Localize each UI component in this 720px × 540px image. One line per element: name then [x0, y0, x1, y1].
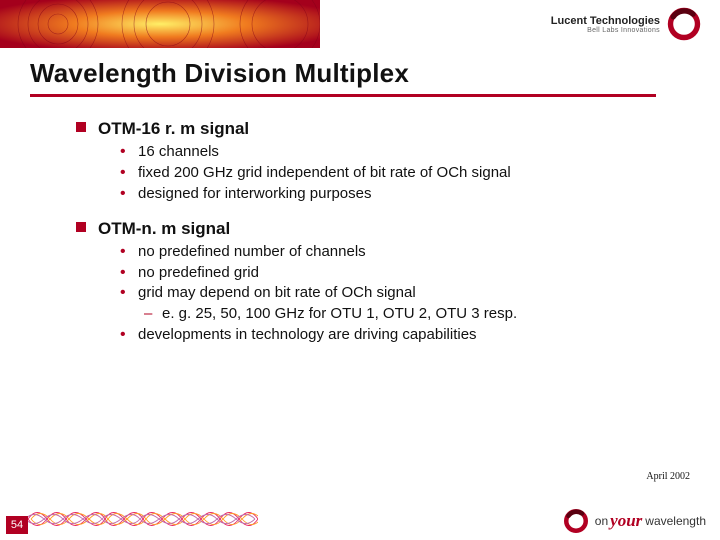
- bullet-item: no predefined grid: [98, 264, 676, 283]
- brand-suffix: wavelength: [645, 514, 706, 528]
- company-logo-text: Lucent Technologies Bell Labs Innovation…: [551, 15, 660, 34]
- bullet-item: developments in technology are driving c…: [98, 326, 676, 345]
- wavelength-graphic: [28, 504, 258, 534]
- bullet-item: fixed 200 GHz grid independent of bit ra…: [98, 164, 676, 183]
- content-area: OTM-16 r. m signal 16 channels fixed 200…: [76, 108, 676, 345]
- top-banner: Lucent Technologies Bell Labs Innovation…: [0, 0, 720, 48]
- ring-icon: [666, 6, 702, 42]
- bullet-item: designed for interworking purposes: [98, 185, 676, 204]
- company-tagline: Bell Labs Innovations: [551, 27, 660, 34]
- brand-prefix: on: [595, 514, 608, 528]
- sub-bullet-item: e. g. 25, 50, 100 GHz for OTU 1, OTU 2, …: [98, 305, 676, 324]
- banner-art: [0, 0, 320, 48]
- company-logo: Lucent Technologies Bell Labs Innovation…: [551, 6, 702, 42]
- section-heading: OTM-n. m signal: [76, 218, 676, 239]
- ring-icon: [561, 506, 591, 536]
- footer-date: April 2002: [646, 471, 690, 482]
- brand-emphasis: your: [610, 511, 642, 531]
- brand-tagline: on your wavelength: [561, 506, 706, 536]
- title-underline: [30, 94, 656, 97]
- company-name: Lucent Technologies: [551, 15, 660, 27]
- bullet-item: no predefined number of channels: [98, 243, 676, 262]
- bullet-item: grid may depend on bit rate of OCh signa…: [98, 284, 676, 303]
- bullet-item: 16 channels: [98, 143, 676, 162]
- slide-title: Wavelength Division Multiplex: [30, 58, 409, 89]
- section-heading: OTM-16 r. m signal: [76, 118, 676, 139]
- page-number: 54: [6, 516, 28, 534]
